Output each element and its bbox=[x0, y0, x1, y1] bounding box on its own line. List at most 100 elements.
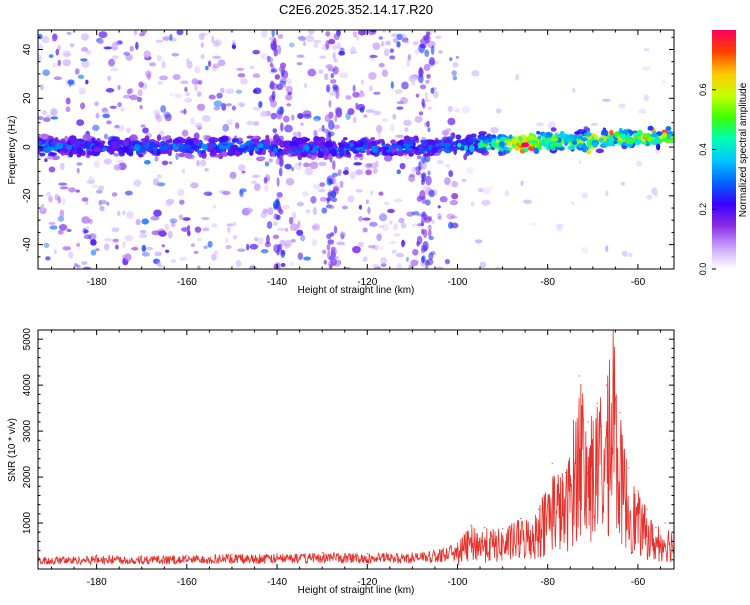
heatmap-signal-blob bbox=[349, 143, 355, 147]
heatmap-signal-blob bbox=[437, 145, 442, 150]
heatmap-signal-blob bbox=[122, 139, 130, 147]
heatmap-signal-blob bbox=[550, 127, 557, 132]
heatmap-noise-blob bbox=[291, 114, 295, 121]
heatmap-noise-blob bbox=[140, 124, 146, 128]
heatmap-signal-blob bbox=[390, 139, 396, 144]
heatmap-noise-blob bbox=[76, 264, 81, 269]
heatmap-noise-blob bbox=[297, 220, 301, 228]
heatmap-noise-blob bbox=[262, 208, 268, 214]
heatmap-noise-blob bbox=[287, 91, 293, 96]
heatmap-signal-blob bbox=[200, 152, 207, 159]
heatmap-signal-blob bbox=[560, 132, 566, 140]
heatmap-noise-blob bbox=[369, 30, 377, 33]
heatmap-noise-blob bbox=[439, 196, 448, 203]
heatmap-noise-blob bbox=[200, 53, 205, 60]
heatmap-noise-blob bbox=[162, 36, 171, 41]
heatmap-signal-blob bbox=[642, 132, 648, 138]
heatmap-noise-blob bbox=[57, 44, 61, 51]
heatmap-noise-column-blob bbox=[415, 170, 421, 176]
heatmap-noise-blob bbox=[581, 246, 589, 254]
snr-data-point bbox=[456, 542, 459, 544]
heatmap-noise-column-blob bbox=[422, 241, 429, 251]
heatmap-signal-blob bbox=[498, 141, 505, 148]
heatmap-signal-blob bbox=[537, 144, 542, 151]
heatmap-noise-blob bbox=[91, 184, 98, 189]
heatmap-noise-blob bbox=[221, 103, 227, 111]
heatmap-noise-blob bbox=[373, 110, 381, 116]
heatmap-noise-blob bbox=[159, 75, 169, 81]
heatmap-signal-blob bbox=[282, 140, 291, 145]
heatmap-noise-blob bbox=[156, 174, 162, 180]
x-tick-label: -120 bbox=[357, 277, 377, 288]
heatmap-noise-blob bbox=[333, 181, 339, 188]
heatmap-noise-column-blob bbox=[427, 127, 431, 133]
snr-series-line bbox=[38, 330, 674, 566]
heatmap-noise-blob bbox=[116, 210, 121, 217]
snr-x-ticks: -180 -160 -140 -120 -100 -80 -60 bbox=[51, 330, 661, 588]
heatmap-signal-blob bbox=[613, 140, 618, 145]
heatmap-signal-blob bbox=[491, 134, 497, 140]
heatmap-noise-column-blob bbox=[418, 111, 424, 116]
heatmap-noise-column-blob bbox=[422, 102, 426, 109]
heatmap-noise-blob bbox=[197, 79, 203, 86]
heatmap-noise-blob bbox=[357, 241, 364, 248]
heatmap-noise-blob bbox=[109, 105, 117, 109]
heatmap-noise-blob bbox=[285, 177, 295, 186]
heatmap-noise-blob bbox=[81, 60, 90, 68]
heatmap-signal-blob bbox=[156, 134, 162, 141]
heatmap-noise-blob bbox=[252, 73, 261, 78]
heatmap-noise-blob bbox=[304, 167, 314, 176]
heatmap-noise-blob bbox=[170, 221, 176, 228]
heatmap-noise-blob bbox=[273, 221, 278, 227]
snr-data-point bbox=[483, 527, 486, 529]
heatmap-signal-blob bbox=[600, 129, 609, 137]
heatmap-noise-blob bbox=[133, 30, 138, 36]
heatmap-noise-blob bbox=[296, 229, 304, 236]
heatmap-noise-blob bbox=[97, 38, 104, 45]
heatmap-noise-blob bbox=[364, 162, 374, 170]
heatmap-noise-blob bbox=[161, 244, 165, 248]
heatmap-signal-blob bbox=[540, 139, 546, 146]
heatmap-signal-blob bbox=[231, 138, 239, 143]
heatmap-noise-blob bbox=[379, 213, 388, 222]
heatmap-noise-blob bbox=[95, 112, 100, 119]
heatmap-x-ticks: -180 -160 -140 -120 -100 -80 -60 bbox=[51, 30, 661, 288]
heatmap-noise-blob bbox=[38, 54, 43, 61]
y-tick-label: 20 bbox=[22, 92, 33, 104]
snr-data-point bbox=[411, 552, 413, 554]
y-tick-label: 1000 bbox=[22, 511, 33, 534]
heatmap-signal-blob bbox=[40, 133, 49, 140]
heatmap-noise-blob bbox=[57, 59, 62, 67]
heatmap-signal-blob bbox=[112, 145, 120, 150]
heatmap-noise-blob bbox=[643, 48, 650, 52]
heatmap-noise-blob bbox=[74, 263, 78, 267]
heatmap-noise-blob bbox=[135, 218, 141, 226]
heatmap-signal-blob bbox=[583, 126, 589, 130]
heatmap-noise-column-blob bbox=[333, 33, 340, 41]
heatmap-noise-blob bbox=[404, 98, 409, 105]
heatmap-noise-blob bbox=[113, 164, 121, 171]
heatmap-signal-blob bbox=[46, 155, 54, 160]
heatmap-noise-blob bbox=[404, 40, 409, 44]
heatmap-signal-blob bbox=[499, 136, 507, 143]
heatmap-signal-blob bbox=[595, 148, 604, 154]
heatmap-noise-blob bbox=[165, 199, 172, 208]
heatmap-noise-blob bbox=[153, 209, 162, 217]
heatmap-noise-blob bbox=[529, 222, 537, 227]
heatmap-noise-column-blob bbox=[279, 80, 287, 85]
heatmap-signal-blob bbox=[554, 132, 559, 138]
heatmap-noise-blob bbox=[257, 237, 264, 245]
heatmap-noise-blob bbox=[139, 32, 146, 37]
heatmap-noise-blob bbox=[240, 78, 248, 85]
heatmap-noise-column-blob bbox=[277, 243, 283, 252]
heatmap-signal-blob bbox=[536, 130, 541, 135]
heatmap-noise-blob bbox=[395, 252, 405, 258]
heatmap-noise-column-blob bbox=[420, 179, 425, 186]
heatmap-noise-column-blob bbox=[272, 234, 280, 239]
heatmap-signal-blob bbox=[159, 149, 167, 154]
heatmap-noise-blob bbox=[85, 79, 89, 85]
snr-data-point bbox=[470, 524, 472, 526]
x-tick-label: -160 bbox=[177, 577, 197, 588]
heatmap-signal-blob bbox=[275, 138, 283, 146]
heatmap-noise-blob bbox=[437, 212, 442, 220]
